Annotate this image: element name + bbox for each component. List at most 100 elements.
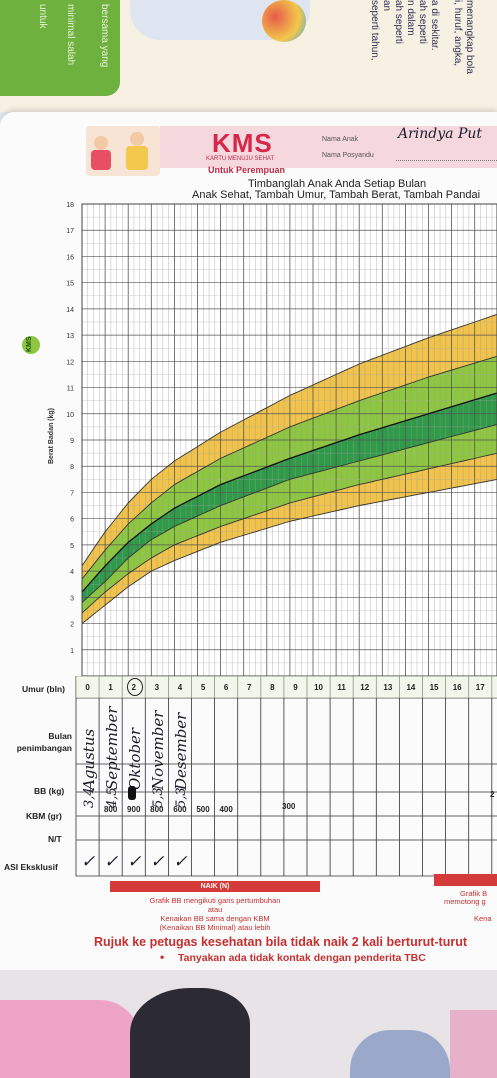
book-text-line: a di sekitar. [429,0,440,51]
fabric-dark-pattern [130,988,250,1078]
nama-posyandu-line [396,160,497,161]
y-tick-label: 15 [66,281,74,288]
naik-line-4: (Kenaikan BB Minimal) atau lebih [159,923,271,932]
umur-cell: 13 [383,683,393,692]
ball-illustration [262,0,306,42]
y-tick-label: 1 [70,648,74,655]
umur-cell: 5 [200,683,206,692]
umur-cell: 6 [223,683,229,692]
kbm-right-value: 2 [490,790,495,799]
growth-band [82,424,497,614]
nama-anak-label: Nama Anak [322,136,359,143]
book-text-line: menangkap bola [464,0,475,74]
growth-band [82,453,497,624]
umur-cell: 12 [360,683,370,692]
y-tick-label: 8 [70,464,74,471]
umur-cell: 15 [429,683,439,692]
book-text-line: seperti tahun, [369,0,380,61]
fabric-blue [350,1030,450,1078]
book-text-line: i, huruf, angka, [452,0,463,67]
bulan-cell: November [149,710,168,790]
book-text-line: n dalam [405,0,416,36]
y-tick-label: 7 [70,490,74,497]
green-box-line: minimal salah [65,4,76,66]
tanyakan-bullet: • [160,950,165,964]
y-tick-label: 18 [66,202,74,209]
tidak-line-2: Kena [474,914,492,923]
asi-check: ✓ [150,852,165,872]
growth-curve [81,452,497,614]
row-label-umur: Umur (bln) [22,684,65,694]
naik-title: NAIK (N) [110,881,320,892]
asi-check: ✓ [127,852,142,872]
kbm-cell: 800 [150,805,164,814]
y-tick-label: 10 [66,412,74,419]
header-pink-band [160,126,497,168]
umur-cell: 18 [492,683,497,692]
for-label: Untuk Perempuan [208,165,286,175]
naik-line-3: Kenaikan BB sama dengan KBM [160,914,270,923]
kbm-mid-value: 300 [282,802,296,811]
y-tick-label: 12 [66,359,74,366]
rujuk-text: Rujuk ke petugas kesehatan bila tidak na… [94,935,468,949]
umur-cell: 17 [475,683,485,692]
naik-line-1: Grafik BB mengikuti garis pertumbuhan [149,896,281,905]
y-tick-label: 6 [70,517,74,524]
y-tick-label: 3 [70,595,74,602]
header-illustration [86,126,160,176]
tidak-title: Grafik B [460,889,488,898]
green-info-box [0,0,120,96]
umur-cell: 10 [314,683,323,692]
kms-logo-sub: KARTU MENUJU SEHAT [206,156,275,162]
umur-cell: 0 [85,683,90,692]
green-box-line: bersama yang [99,4,110,68]
month-2-circle [127,678,143,696]
fabric-pink [0,1000,140,1078]
y-tick-label: 17 [66,228,74,235]
growth-band [82,393,497,603]
growth-curve [81,478,497,624]
kbm-cell: 900 [127,805,141,814]
oktober-ink-blot [128,786,136,800]
umur-cell: 4 [177,683,183,692]
y-tick-label: 14 [66,307,74,314]
fabric-pink-right [450,1010,497,1078]
row-label-bb: BB (kg) [34,786,65,796]
row-label-asi: ASI Eksklusif [4,862,58,872]
median-curve [81,392,497,593]
y-tick-label: 9 [70,438,74,445]
headline-2: Anak Sehat, Tambah Umur, Tambah Berat, T… [192,189,481,201]
umur-cell: 9 [293,683,298,692]
growth-band [82,314,497,579]
headline-1: Timbanglah Anak Anda Setiap Bulan [248,178,427,190]
growth-curve [81,355,497,580]
nama-anak-value: Arindya Put [398,126,483,142]
book-text-line: an [381,0,392,12]
tanyakan-text: Tanyakan ada tidak kontak dengan penderi… [178,952,426,964]
naik-line-2: atau [207,905,223,914]
tidak-red-bar [434,874,497,886]
bb-cell: 3,4 [82,787,97,808]
growth-band [82,356,497,593]
y-tick-label: 11 [67,386,74,393]
row-label-bulan: Bulan penimbangan [16,731,72,753]
record-table-grid [75,676,497,877]
book-text-line: ah seperti [417,0,428,44]
side-badge [22,336,40,354]
kbm-cell: 800 [103,805,118,814]
asi-check: ✓ [173,852,188,872]
book-text-line: ah seperti [393,0,404,44]
row-label-nt: N/T [48,834,62,844]
kbm-cell: 400 [219,805,233,814]
growth-curve [81,424,497,603]
bulan-cell: Desember [172,712,191,790]
tidak-line-1: memotong g [444,897,486,906]
umur-cell: 1 [108,683,113,692]
bulan-cell: Agustus [80,728,98,790]
green-box-line: untuk [37,4,48,29]
bulan-cell: Oktober [126,727,145,790]
umur-cell: 14 [406,683,416,692]
umur-cell: 16 [452,683,462,692]
